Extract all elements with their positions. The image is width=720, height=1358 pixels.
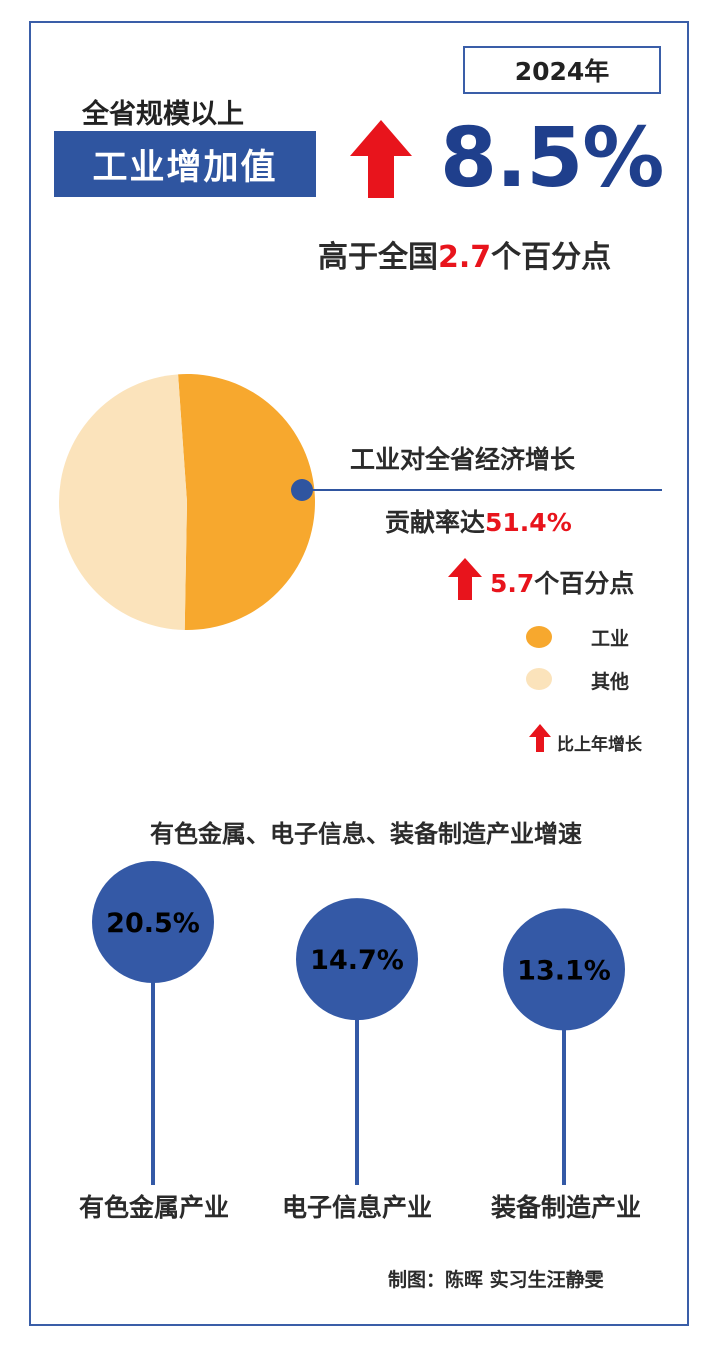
industry-growth-chart: 20.5% 14.7% 13.1%	[92, 861, 625, 1185]
bar-head-electronics	[296, 898, 418, 1021]
up-arrow-icon	[448, 558, 482, 600]
up-arrow-icon	[529, 724, 551, 752]
legend-note: 比上年增长	[557, 735, 642, 755]
pie-slice-other	[59, 374, 187, 630]
year-badge: 2024年	[463, 46, 661, 94]
page-frame	[29, 21, 689, 1326]
credit: 制图：陈晖 实习生汪静雯	[388, 1269, 604, 1291]
up-arrow-icon	[350, 120, 412, 198]
national-comparison: 高于全国2.7个百分点	[318, 240, 612, 275]
category-label-equipment: 装备制造产业	[490, 1193, 641, 1222]
legend-swatch-industry	[526, 626, 552, 648]
bar-head-nonferrous	[92, 861, 214, 983]
subtitle: 全省规模以上	[82, 99, 244, 130]
bar-head-equipment	[503, 908, 625, 1031]
industries-title: 有色金属、电子信息、装备制造产业增速	[150, 820, 582, 848]
contribution-increase: 5.7个百分点	[490, 569, 635, 598]
legend-label-other: 其他	[591, 671, 630, 693]
data-label-equipment: 13.1%	[517, 955, 611, 986]
contribution-line1: 工业对全省经济增长	[350, 445, 576, 474]
growth-value: 8.5%	[440, 111, 664, 206]
data-label-nonferrous: 20.5%	[106, 908, 200, 939]
category-label-electronics: 电子信息产业	[281, 1193, 432, 1222]
contribution-line2: 贡献率达51.4%	[385, 508, 572, 537]
data-label-electronics: 14.7%	[310, 945, 404, 976]
legend-label-industry: 工业	[591, 628, 630, 650]
pie-slice-industry	[178, 374, 316, 630]
legend-swatch-other	[526, 668, 552, 690]
pie-callout	[291, 479, 662, 501]
category-label-nonferrous: 有色金属产业	[78, 1193, 229, 1222]
pie-chart	[59, 374, 316, 630]
page-title: 工业增加值	[54, 131, 316, 197]
